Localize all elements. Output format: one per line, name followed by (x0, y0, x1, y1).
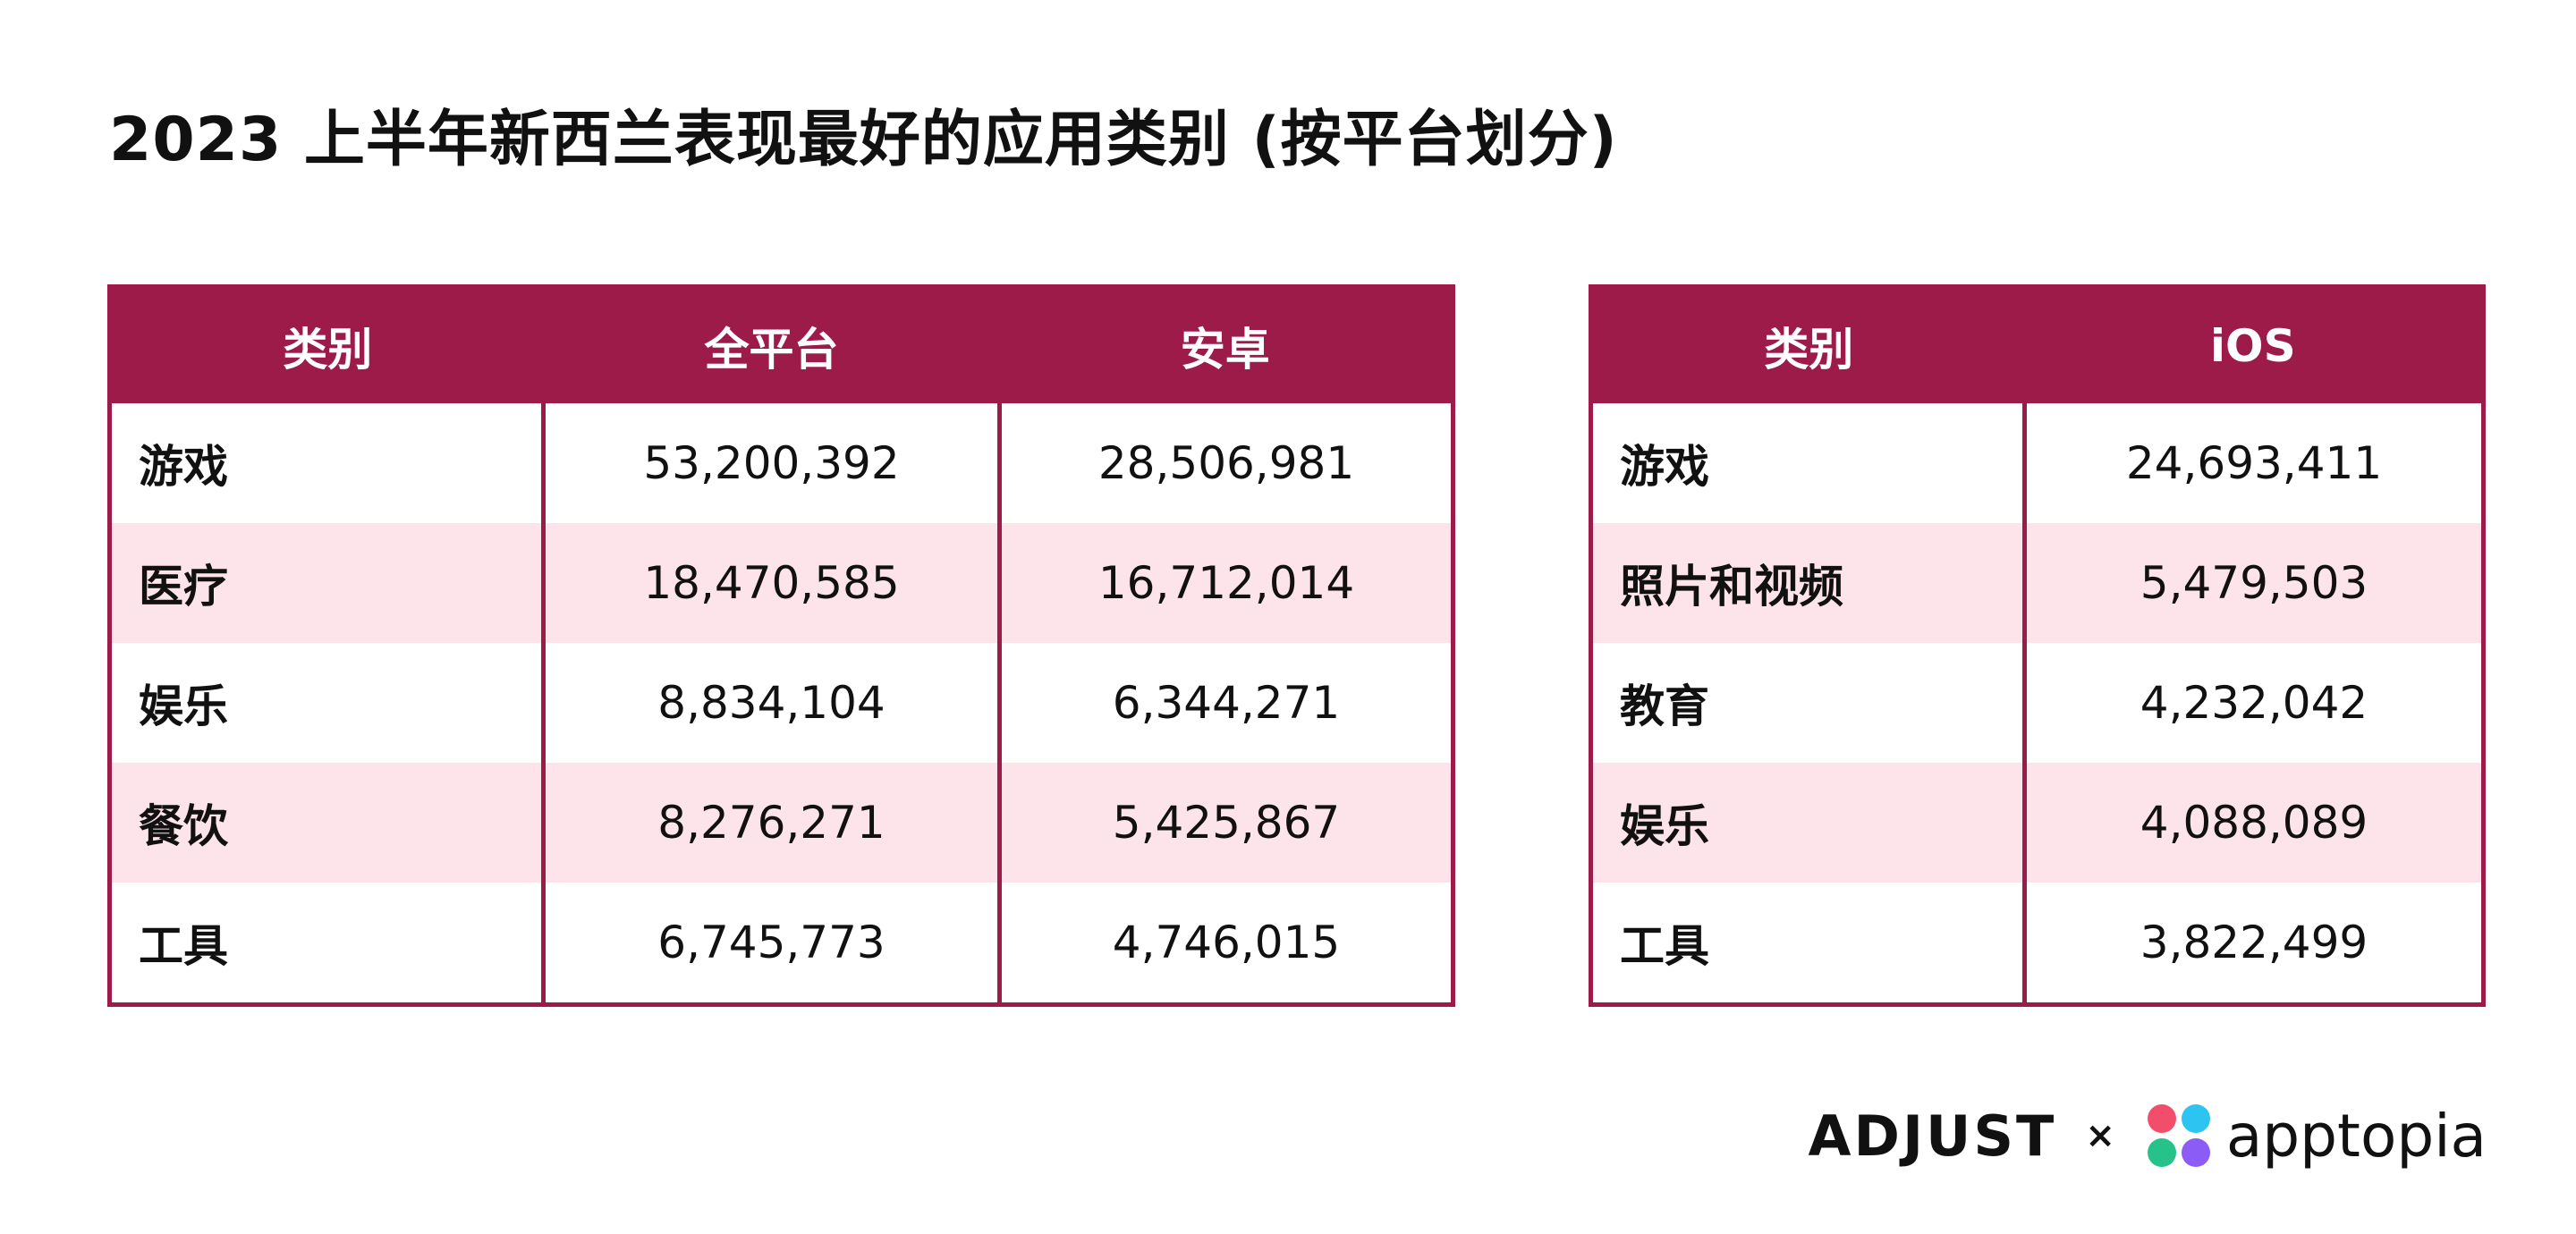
value-cell: 4,746,015 (997, 883, 1453, 1005)
value-cell: 28,506,981 (997, 403, 1453, 523)
category-cell: 娱乐 (1590, 763, 2025, 883)
column-header: 全平台 (543, 286, 1000, 403)
table-header-row: 类别 iOS (1590, 286, 2484, 403)
value-cell: 8,834,104 (541, 643, 1000, 763)
table-header-row: 类别 全平台 安卓 (109, 286, 1453, 403)
table-row: 餐饮 8,276,271 5,425,867 (109, 763, 1453, 883)
table-row: 教育 4,232,042 (1591, 643, 2484, 763)
table-row: 游戏 24,693,411 (1591, 403, 2484, 523)
column-header: 类别 (109, 286, 544, 403)
table-all-android: 类别 全平台 安卓 游戏 53,200,392 28,506,981 医疗 18… (107, 284, 1455, 1007)
table-row: 娱乐 8,834,104 6,344,271 (110, 643, 1453, 763)
table-row: 医疗 18,470,585 16,712,014 (109, 523, 1453, 643)
value-cell: 4,088,089 (2022, 763, 2484, 883)
column-header: 类别 (1590, 286, 2025, 403)
value-cell: 6,344,271 (997, 643, 1453, 763)
category-cell: 工具 (139, 920, 228, 972)
category-cell: 游戏 (139, 441, 228, 493)
column-header: 安卓 (999, 286, 1453, 403)
table-row: 游戏 53,200,392 28,506,981 (110, 403, 1453, 523)
adjust-logo: ADJUST (1808, 1103, 2057, 1169)
category-cell: 照片和视频 (1590, 523, 2025, 643)
value-cell: 3,822,499 (2022, 883, 2484, 1005)
table-row: 娱乐 4,088,089 (1590, 763, 2484, 883)
page-title: 2023 上半年新西兰表现最好的应用类别 (按平台划分) (109, 105, 1618, 175)
value-cell: 16,712,014 (997, 523, 1453, 643)
value-cell: 6,745,773 (541, 883, 1000, 1005)
table-row: 工具 3,822,499 (1591, 883, 2484, 1005)
value-cell: 18,470,585 (541, 523, 1000, 643)
apptopia-wordmark: apptopia (2225, 1101, 2487, 1171)
value-cell: 53,200,392 (541, 403, 1000, 523)
apptopia-logo: apptopia (2144, 1101, 2487, 1171)
value-cell: 5,479,503 (2022, 523, 2484, 643)
value-cell: 4,232,042 (2022, 643, 2484, 763)
category-cell: 医疗 (109, 523, 544, 643)
table-ios: 类别 iOS 游戏 24,693,411 照片和视频 5,479,503 教育 … (1589, 284, 2486, 1007)
value-cell: 8,276,271 (541, 763, 1000, 883)
category-cell: 餐饮 (109, 763, 544, 883)
category-cell: 娱乐 (139, 680, 228, 732)
category-cell: 工具 (1620, 920, 1709, 972)
category-cell: 游戏 (1620, 441, 1709, 493)
value-cell: 5,425,867 (997, 763, 1453, 883)
table-row: 工具 6,745,773 4,746,015 (110, 883, 1453, 1005)
value-cell: 24,693,411 (2022, 403, 2484, 523)
brand-footer: ADJUST × apptopia (1809, 1095, 2487, 1176)
brand-separator: × (2085, 1115, 2115, 1156)
apptopia-flower-icon (2147, 1104, 2210, 1167)
table-row: 照片和视频 5,479,503 (1590, 523, 2484, 643)
column-header: iOS (2024, 286, 2484, 403)
category-cell: 教育 (1620, 680, 1709, 732)
